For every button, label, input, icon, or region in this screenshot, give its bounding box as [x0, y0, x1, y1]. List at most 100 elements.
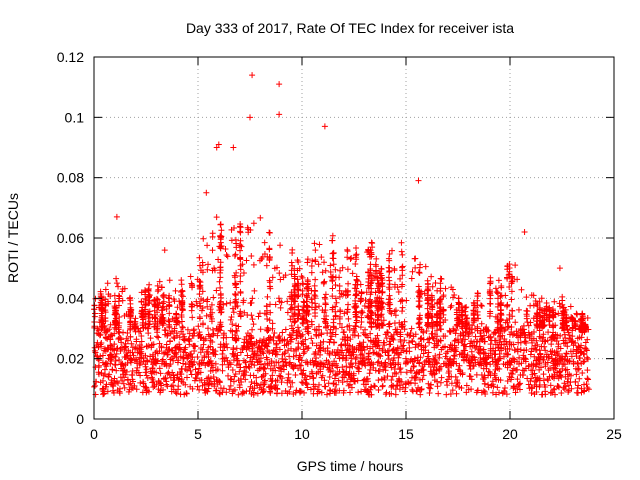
data-point: [274, 377, 281, 384]
data-point: [393, 347, 400, 354]
data-point: [266, 229, 273, 236]
data-point: [311, 240, 318, 247]
data-point: [177, 346, 184, 353]
data-point: [200, 297, 207, 304]
data-point: [478, 302, 485, 309]
data-point: [92, 349, 99, 356]
data-point: [344, 288, 351, 295]
data-point: [248, 378, 255, 385]
data-point: [308, 304, 315, 311]
data-point: [487, 350, 494, 357]
data-point: [460, 332, 467, 339]
data-point: [427, 385, 434, 392]
data-point: [498, 284, 505, 291]
data-point: [438, 346, 445, 353]
data-point: [288, 345, 295, 352]
data-point: [213, 376, 220, 383]
data-point: [515, 339, 522, 346]
data-point: [375, 305, 382, 312]
data-point: [223, 251, 230, 258]
data-point: [152, 301, 159, 308]
data-point: [584, 375, 591, 382]
data-point: [514, 376, 521, 383]
data-point: [515, 306, 522, 313]
data-point: [259, 373, 266, 380]
data-point: [506, 311, 513, 318]
data-point: [214, 332, 221, 339]
data-point: [247, 114, 253, 121]
data-point: [387, 296, 394, 303]
data-point: [151, 382, 158, 389]
data-point: [107, 381, 114, 388]
data-point: [229, 321, 236, 328]
data-point: [309, 340, 316, 347]
data-point: [112, 321, 119, 328]
data-point: [237, 237, 244, 244]
data-point: [240, 299, 247, 306]
data-point: [525, 362, 532, 369]
data-point: [277, 373, 284, 380]
data-point: [155, 334, 162, 341]
data-point: [450, 294, 457, 301]
data-point: [386, 391, 393, 398]
data-point: [534, 315, 541, 322]
data-point: [418, 346, 425, 353]
data-point: [178, 292, 185, 299]
data-point: [342, 369, 349, 376]
data-point: [160, 320, 167, 327]
data-point: [334, 364, 341, 371]
y-axis-label: ROTI / TECUs: [5, 193, 21, 283]
data-point: [295, 292, 302, 299]
data-point: [410, 363, 417, 370]
data-point: [494, 384, 501, 391]
data-point: [312, 288, 319, 295]
data-point: [237, 228, 244, 235]
data-point: [122, 354, 129, 361]
data-point: [435, 390, 442, 397]
data-point: [225, 361, 232, 368]
data-point: [368, 253, 375, 260]
data-point: [580, 388, 587, 395]
data-point: [456, 362, 463, 369]
data-point: [166, 302, 173, 309]
data-point: [420, 350, 427, 357]
data-point: [579, 370, 586, 377]
data-point: [471, 315, 478, 322]
data-point: [178, 305, 185, 312]
data-point: [399, 272, 406, 279]
data-point: [511, 384, 518, 391]
data-point: [552, 365, 559, 372]
data-point: [276, 270, 283, 277]
data-point: [179, 323, 186, 330]
data-point: [138, 308, 145, 315]
data-point: [379, 383, 386, 390]
data-point: [254, 390, 261, 397]
data-point: [264, 325, 271, 332]
data-point: [368, 384, 375, 391]
data-point: [583, 354, 590, 361]
data-point: [573, 389, 580, 396]
data-point: [199, 288, 206, 295]
data-point: [361, 360, 368, 367]
data-point: [232, 236, 239, 243]
data-point: [299, 291, 306, 298]
data-point: [564, 378, 571, 385]
data-point: [188, 307, 195, 314]
data-point: [249, 72, 256, 79]
data-point: [415, 321, 422, 328]
data-point: [304, 384, 311, 391]
data-point: [326, 373, 333, 380]
data-point: [559, 361, 566, 368]
data-point: [312, 276, 319, 283]
data-point: [253, 374, 260, 381]
data-point: [558, 389, 565, 396]
data-point: [266, 317, 273, 324]
data-point: [390, 355, 397, 362]
data-point: [425, 349, 432, 356]
data-point: [437, 296, 444, 303]
data-point: [496, 366, 503, 373]
data-point: [294, 332, 301, 339]
data-point: [332, 352, 339, 359]
data-point: [191, 377, 198, 384]
data-point: [174, 374, 181, 381]
